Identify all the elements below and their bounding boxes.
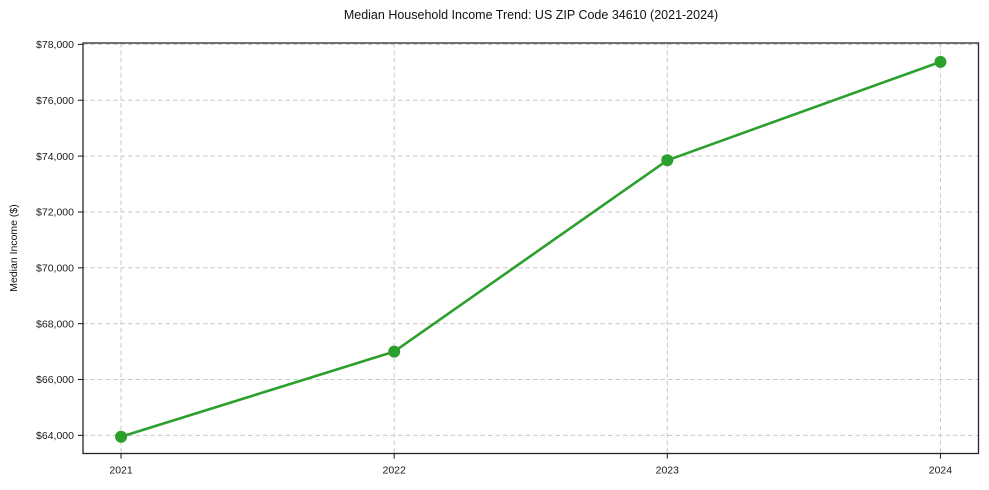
data-point [115,430,128,443]
y-tick-label: $76,000 [36,95,74,107]
chart-title: Median Household Income Trend: US ZIP Co… [343,8,719,22]
data-point [661,154,674,167]
x-tick-label: 2023 [656,465,680,477]
x-tick-label: 2021 [109,465,133,477]
y-tick-label: $72,000 [36,207,74,219]
y-tick-label: $70,000 [36,262,74,274]
data-point [934,55,947,68]
data-point [388,345,401,358]
y-tick-label: $68,000 [36,318,74,330]
y-tick-label: $74,000 [36,151,74,163]
y-tick-label: $64,000 [36,430,74,442]
y-tick-label: $66,000 [36,374,74,386]
x-tick-label: 2024 [929,465,953,477]
y-tick-label: $78,000 [36,39,74,51]
plot-border [82,42,980,455]
trend-line [119,60,942,439]
x-tick-label: 2022 [383,465,407,477]
